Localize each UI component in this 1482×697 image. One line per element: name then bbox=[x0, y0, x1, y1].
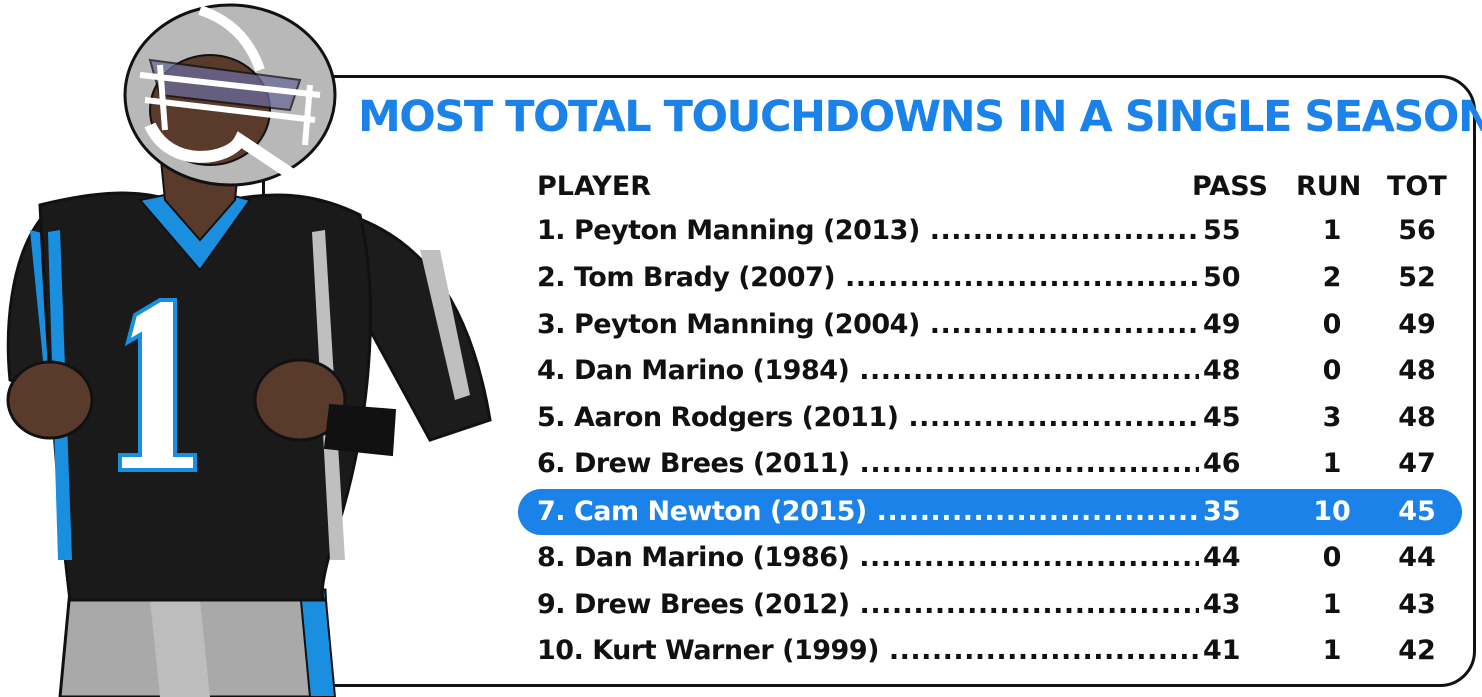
total-td: 49 bbox=[1398, 309, 1436, 340]
total-td: 48 bbox=[1398, 355, 1436, 386]
player-name: 6. Drew Brees (2011) bbox=[537, 441, 1199, 487]
pass-td: 44 bbox=[1203, 542, 1241, 573]
player-illustration bbox=[6, 3, 492, 697]
player-name: 2. Tom Brady (2007) bbox=[537, 255, 1199, 301]
table-row: 3. Peyton Manning (2004) 49 0 49 bbox=[537, 302, 1457, 348]
run-td: 3 bbox=[1322, 402, 1342, 433]
run-td: 1 bbox=[1322, 448, 1342, 479]
run-td: 1 bbox=[1322, 215, 1342, 246]
pass-td: 43 bbox=[1203, 589, 1241, 620]
table-row: 8. Dan Marino (1986) 44 0 44 bbox=[537, 535, 1457, 581]
total-td: 52 bbox=[1398, 262, 1436, 293]
player-name: 5. Aaron Rodgers (2011) bbox=[537, 395, 1199, 441]
pass-td: 50 bbox=[1203, 262, 1241, 293]
page-title: MOST TOTAL TOUCHDOWNS IN A SINGLE SEASON bbox=[358, 92, 1482, 142]
column-header-tot: TOT bbox=[1387, 171, 1447, 202]
player-name: 3. Peyton Manning (2004) bbox=[537, 302, 1199, 348]
total-td: 42 bbox=[1398, 635, 1436, 666]
total-td: 43 bbox=[1398, 589, 1436, 620]
pass-td: 35 bbox=[1203, 496, 1241, 527]
pass-td: 49 bbox=[1203, 309, 1241, 340]
player-name: 7. Cam Newton (2015) bbox=[537, 489, 1199, 535]
player-name: 10. Kurt Warner (1999) bbox=[537, 628, 1199, 674]
table-row: 9. Drew Brees (2012) 43 1 43 bbox=[537, 582, 1457, 628]
run-td: 1 bbox=[1322, 635, 1342, 666]
table-row: 1. Peyton Manning (2013) 55 1 56 bbox=[537, 208, 1457, 254]
pass-td: 48 bbox=[1203, 355, 1241, 386]
player-name: 8. Dan Marino (1986) bbox=[537, 535, 1199, 581]
pass-td: 41 bbox=[1203, 635, 1241, 666]
table-row-highlighted: 7. Cam Newton (2015) 35 10 45 bbox=[537, 489, 1457, 535]
table-row: 6. Drew Brees (2011) 46 1 47 bbox=[537, 441, 1457, 487]
total-td: 45 bbox=[1398, 496, 1436, 527]
total-td: 48 bbox=[1398, 402, 1436, 433]
run-td: 0 bbox=[1322, 542, 1342, 573]
total-td: 56 bbox=[1398, 215, 1436, 246]
pass-td: 55 bbox=[1203, 215, 1241, 246]
total-td: 47 bbox=[1398, 448, 1436, 479]
player-name: 4. Dan Marino (1984) bbox=[537, 348, 1199, 394]
run-td: 0 bbox=[1322, 355, 1342, 386]
column-header-player: PLAYER bbox=[537, 171, 652, 202]
run-td: 2 bbox=[1322, 262, 1342, 293]
run-td: 1 bbox=[1322, 589, 1342, 620]
table-row: 10. Kurt Warner (1999) 41 1 42 bbox=[537, 628, 1457, 674]
column-header-pass: PASS bbox=[1192, 171, 1268, 202]
table-row: 5. Aaron Rodgers (2011) 45 3 48 bbox=[537, 395, 1457, 441]
player-name: 9. Drew Brees (2012) bbox=[537, 582, 1199, 628]
pass-td: 46 bbox=[1203, 448, 1241, 479]
player-name: 1. Peyton Manning (2013) bbox=[537, 208, 1199, 254]
table-row: 2. Tom Brady (2007) 50 2 52 bbox=[537, 255, 1457, 301]
table-row: 4. Dan Marino (1984) 48 0 48 bbox=[537, 348, 1457, 394]
run-td: 10 bbox=[1313, 496, 1351, 527]
pass-td: 45 bbox=[1203, 402, 1241, 433]
total-td: 44 bbox=[1398, 542, 1436, 573]
run-td: 0 bbox=[1322, 309, 1342, 340]
column-header-run: RUN bbox=[1296, 171, 1362, 202]
